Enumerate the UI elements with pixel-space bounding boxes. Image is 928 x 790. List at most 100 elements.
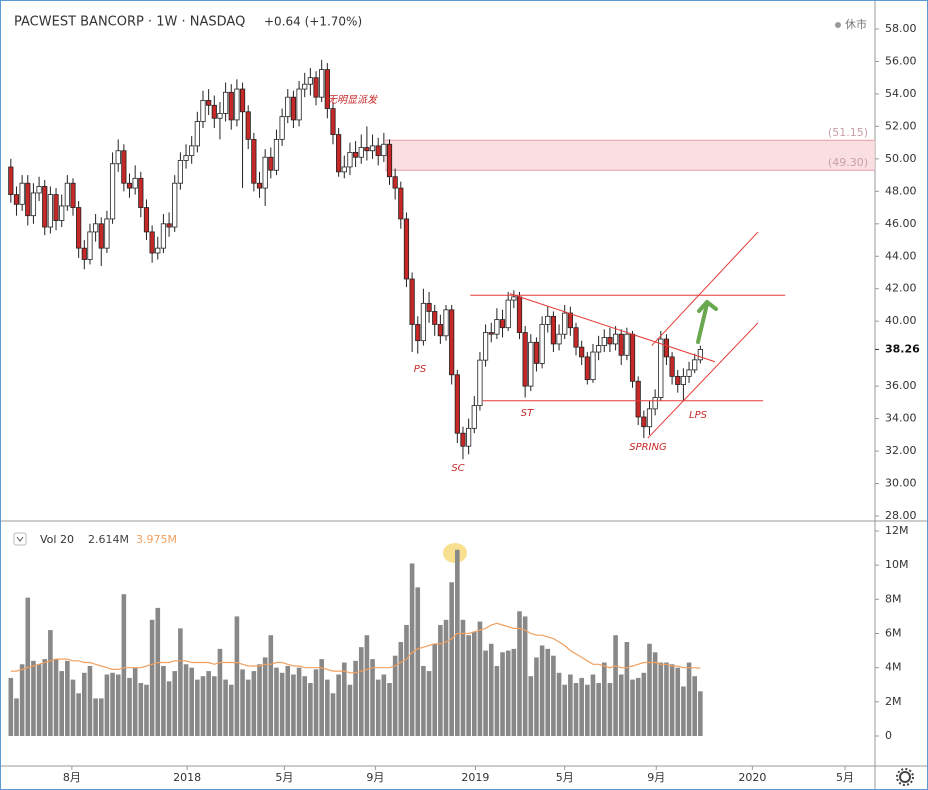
x-tick-label: 2020 [738, 771, 766, 784]
volume-bar [364, 635, 370, 736]
volume-bar [82, 672, 87, 736]
y-tick-label: 32.00 [885, 444, 917, 457]
volume-bar [613, 635, 618, 736]
volume-bar [641, 672, 647, 736]
volume-bar [375, 679, 381, 736]
volume-bar [466, 635, 471, 736]
candle-body [76, 207, 82, 249]
candle-body [273, 138, 280, 171]
volume-bar [573, 683, 579, 736]
volume-ma-line [10, 622, 701, 674]
volume-bar [245, 679, 251, 736]
volume-bar [313, 669, 319, 736]
volume-bar [596, 683, 601, 736]
candle-body [251, 138, 257, 184]
volume-bar [240, 669, 245, 736]
candle-body [290, 96, 297, 121]
volume-bar [698, 691, 703, 736]
volume-bar [31, 660, 36, 736]
x-tick-label: 2019 [461, 771, 489, 784]
candle-body [663, 338, 670, 358]
volume-bar [686, 662, 692, 736]
volume-bar [528, 676, 534, 736]
candle-body [652, 397, 658, 410]
volume-bar [279, 672, 285, 736]
y-tick-label: 50.00 [885, 152, 917, 165]
candle-body [177, 160, 183, 184]
volume-bar [127, 677, 132, 736]
volume-bar [517, 611, 522, 736]
volume-bar [398, 642, 404, 736]
candle-body [358, 147, 364, 158]
candle-body [369, 145, 376, 152]
volume-bar [296, 667, 302, 736]
candle-body [115, 150, 121, 165]
volume-bar [325, 679, 330, 736]
candle-body [680, 375, 687, 385]
candle-body [93, 223, 99, 233]
candle-body [420, 302, 427, 342]
annotation: LPS [689, 410, 708, 421]
annotation: ST [521, 408, 534, 419]
candle-body [296, 88, 302, 121]
volume-legend: Vol 20 [40, 533, 74, 546]
candle-body [307, 77, 313, 85]
candle-body [601, 337, 607, 346]
candle-body [516, 296, 523, 333]
candle-body [194, 121, 200, 147]
y-tick-label: 0 [885, 729, 892, 742]
candle-body [13, 194, 20, 205]
volume-bar [155, 607, 161, 736]
volume-bar [183, 664, 189, 736]
candle-body [477, 359, 483, 407]
volume-bar [178, 628, 183, 736]
candle-body [550, 315, 557, 345]
candle-body [505, 299, 511, 329]
y-tick-label: 58.00 [885, 22, 917, 35]
volume-bar [624, 642, 630, 736]
annotation: 无明显派发 [327, 94, 378, 106]
volume-bar [166, 681, 172, 736]
candle-body [466, 427, 472, 447]
candle-body [126, 182, 133, 189]
candle-body [285, 96, 291, 118]
collapse-button[interactable] [13, 532, 27, 546]
candle-body [579, 346, 585, 358]
volume-bar [234, 616, 240, 736]
candle-body [590, 351, 596, 381]
volume-bar [132, 667, 138, 736]
candle-body [697, 349, 703, 361]
candle-body [70, 182, 76, 208]
fib-zone [384, 140, 875, 171]
volume-bar [285, 665, 291, 736]
volume-bar [302, 676, 308, 736]
volume-bar [675, 667, 681, 736]
candle-body [398, 187, 404, 220]
volume-bar [460, 619, 466, 736]
x-tick-label: 5月 [275, 771, 293, 784]
candle-body [172, 182, 178, 228]
up-arrow [696, 300, 718, 344]
volume-bar [70, 679, 76, 736]
candle-body [19, 182, 25, 205]
y-tick-label: 30.00 [885, 477, 917, 490]
x-tick-label: 5月 [556, 771, 574, 784]
market-status: 休市 [845, 17, 867, 31]
volume-bar [36, 664, 42, 736]
x-tick-label: 9月 [647, 771, 665, 784]
y-tick-label: 40.00 [885, 314, 917, 327]
y-tick-label: 42.00 [885, 282, 917, 295]
y-tick-label: 46.00 [885, 217, 917, 230]
candle-body [612, 333, 619, 345]
y-tick-label: 54.00 [885, 87, 917, 100]
volume-bar [505, 650, 511, 736]
candle-body [166, 223, 172, 228]
settings-button[interactable] [896, 768, 914, 786]
volume-highlight [443, 543, 467, 563]
volume-bar [341, 662, 347, 736]
candle-body [454, 374, 460, 434]
volume-bar [59, 671, 64, 736]
volume-bar [274, 667, 279, 736]
volume-bar [421, 665, 426, 736]
y-tick-label: 4M [885, 661, 902, 674]
